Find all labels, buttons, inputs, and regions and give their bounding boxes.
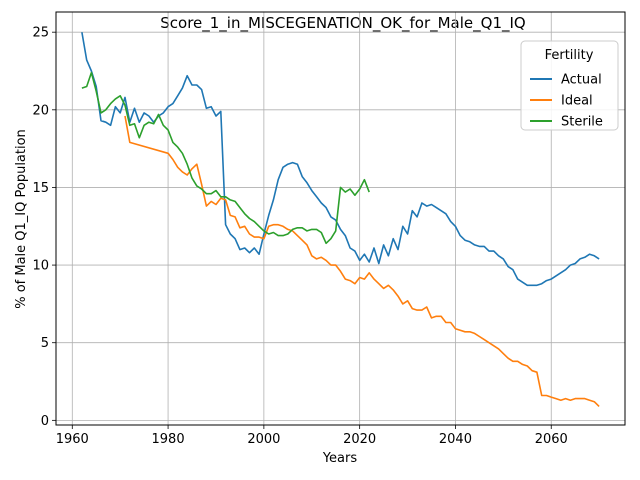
plot-frame: [55, 11, 626, 426]
chart-title: Score_1_in_MISCEGENATION_OK_for_Male_Q1_…: [160, 14, 525, 33]
y-tick-label: 20: [32, 103, 49, 118]
y-tick-label: 10: [32, 259, 49, 274]
series-line-sterile: [81, 71, 370, 245]
y-axis-label: % of Male Q1_IQ Population: [14, 129, 29, 309]
x-tick-label: 2060: [535, 432, 568, 447]
legend-label-actual: Actual: [561, 73, 602, 88]
series-line-ideal: [124, 115, 600, 407]
x-axis-label: Years: [322, 451, 358, 466]
x-tick-label: 2040: [439, 432, 472, 447]
legend-title: Fertility: [545, 48, 594, 63]
legend-label-sterile: Sterile: [561, 115, 603, 130]
x-tick-label: 2000: [247, 432, 280, 447]
x-tick-label: 1980: [152, 432, 185, 447]
x-tick-label: 2020: [343, 432, 376, 447]
y-tick-label: 0: [41, 414, 49, 429]
legend-box: [520, 40, 619, 131]
x-tick-label: 1960: [56, 432, 89, 447]
axis-ticks: 1960 1980 2000 2020 2040 2060 0 5 10 15 20 25: [32, 26, 567, 447]
y-tick-label: 15: [32, 181, 49, 196]
legend-label-ideal: Ideal: [561, 94, 593, 109]
series-layer: [81, 32, 600, 407]
series-line-actual: [81, 32, 600, 287]
y-tick-label: 25: [32, 26, 49, 41]
legend: Fertility Actual Ideal Sterile: [520, 40, 619, 131]
y-tick-label: 5: [41, 336, 49, 351]
